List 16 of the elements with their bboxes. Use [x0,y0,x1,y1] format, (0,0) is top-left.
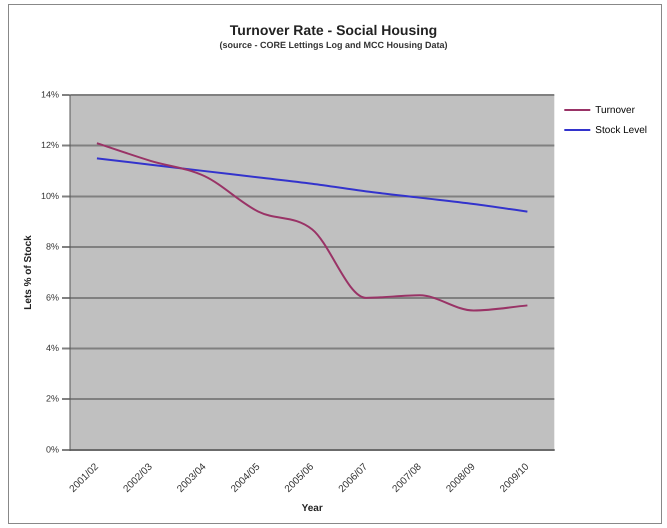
chart-title: Turnover Rate - Social Housing [228,22,438,38]
line-series [96,142,528,312]
y-tick-label: 0% [46,444,60,454]
chart-subtitle: (source - CORE Lettings Log and MCC Housing Data) [218,40,448,50]
y-tick-label: 12% [41,140,60,150]
x-axis-title: Year [302,502,323,514]
y-tick-label: 10% [41,190,60,201]
y-tick-label: 8% [46,242,60,252]
y-tick-label: 2% [46,394,60,404]
legend-label: Stock Level [595,124,648,136]
y-tick-label: 6% [46,292,60,302]
y-tick-label: 4% [46,343,60,354]
y-tick-label: 14% [41,89,60,100]
y-axis-title: Lets % of Stock [22,234,34,310]
line-series [96,157,528,213]
legend-label: Turnover [595,104,636,116]
